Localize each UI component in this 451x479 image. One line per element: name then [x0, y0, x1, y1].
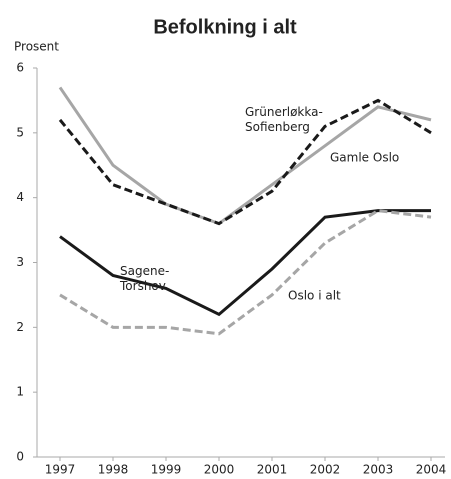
x-tick-label: 1997 [45, 463, 76, 477]
x-tick-label: 1999 [151, 463, 182, 477]
x-tick-label: 2000 [204, 463, 235, 477]
y-tick-label: 1 [16, 385, 24, 399]
y-tick-label: 5 [16, 125, 24, 139]
series-label-line: Sagene- [120, 264, 169, 278]
y-tick-label: 0 [16, 450, 24, 464]
y-tick-label: 2 [16, 320, 24, 334]
series-label: Oslo i alt [288, 289, 341, 303]
series-label-line: Torshov [119, 279, 166, 293]
y-tick-label: 6 [16, 61, 24, 75]
x-tick-label: 2004 [416, 463, 447, 477]
x-tick-label: 2002 [310, 463, 341, 477]
series-label: Grünerløkka-Sofienberg [245, 105, 323, 134]
x-tick-label: 2001 [257, 463, 288, 477]
y-tick-label: 4 [16, 190, 24, 204]
series-line [59, 209, 432, 336]
x-tick-label: 2003 [363, 463, 394, 477]
y-axis-label: Prosent [14, 40, 59, 54]
series-line [58, 86, 432, 226]
series-line [58, 98, 432, 226]
series-label: Gamle Oslo [330, 151, 399, 165]
series-label-line: Grünerløkka- [245, 105, 323, 119]
series-label: Sagene-Torshov [119, 264, 169, 293]
chart-title: Befolkning i alt [153, 16, 297, 38]
series-label-line: Sofienberg [245, 120, 310, 134]
x-tick-label: 1998 [98, 463, 129, 477]
series-line [59, 209, 431, 317]
y-tick-label: 3 [16, 255, 24, 269]
